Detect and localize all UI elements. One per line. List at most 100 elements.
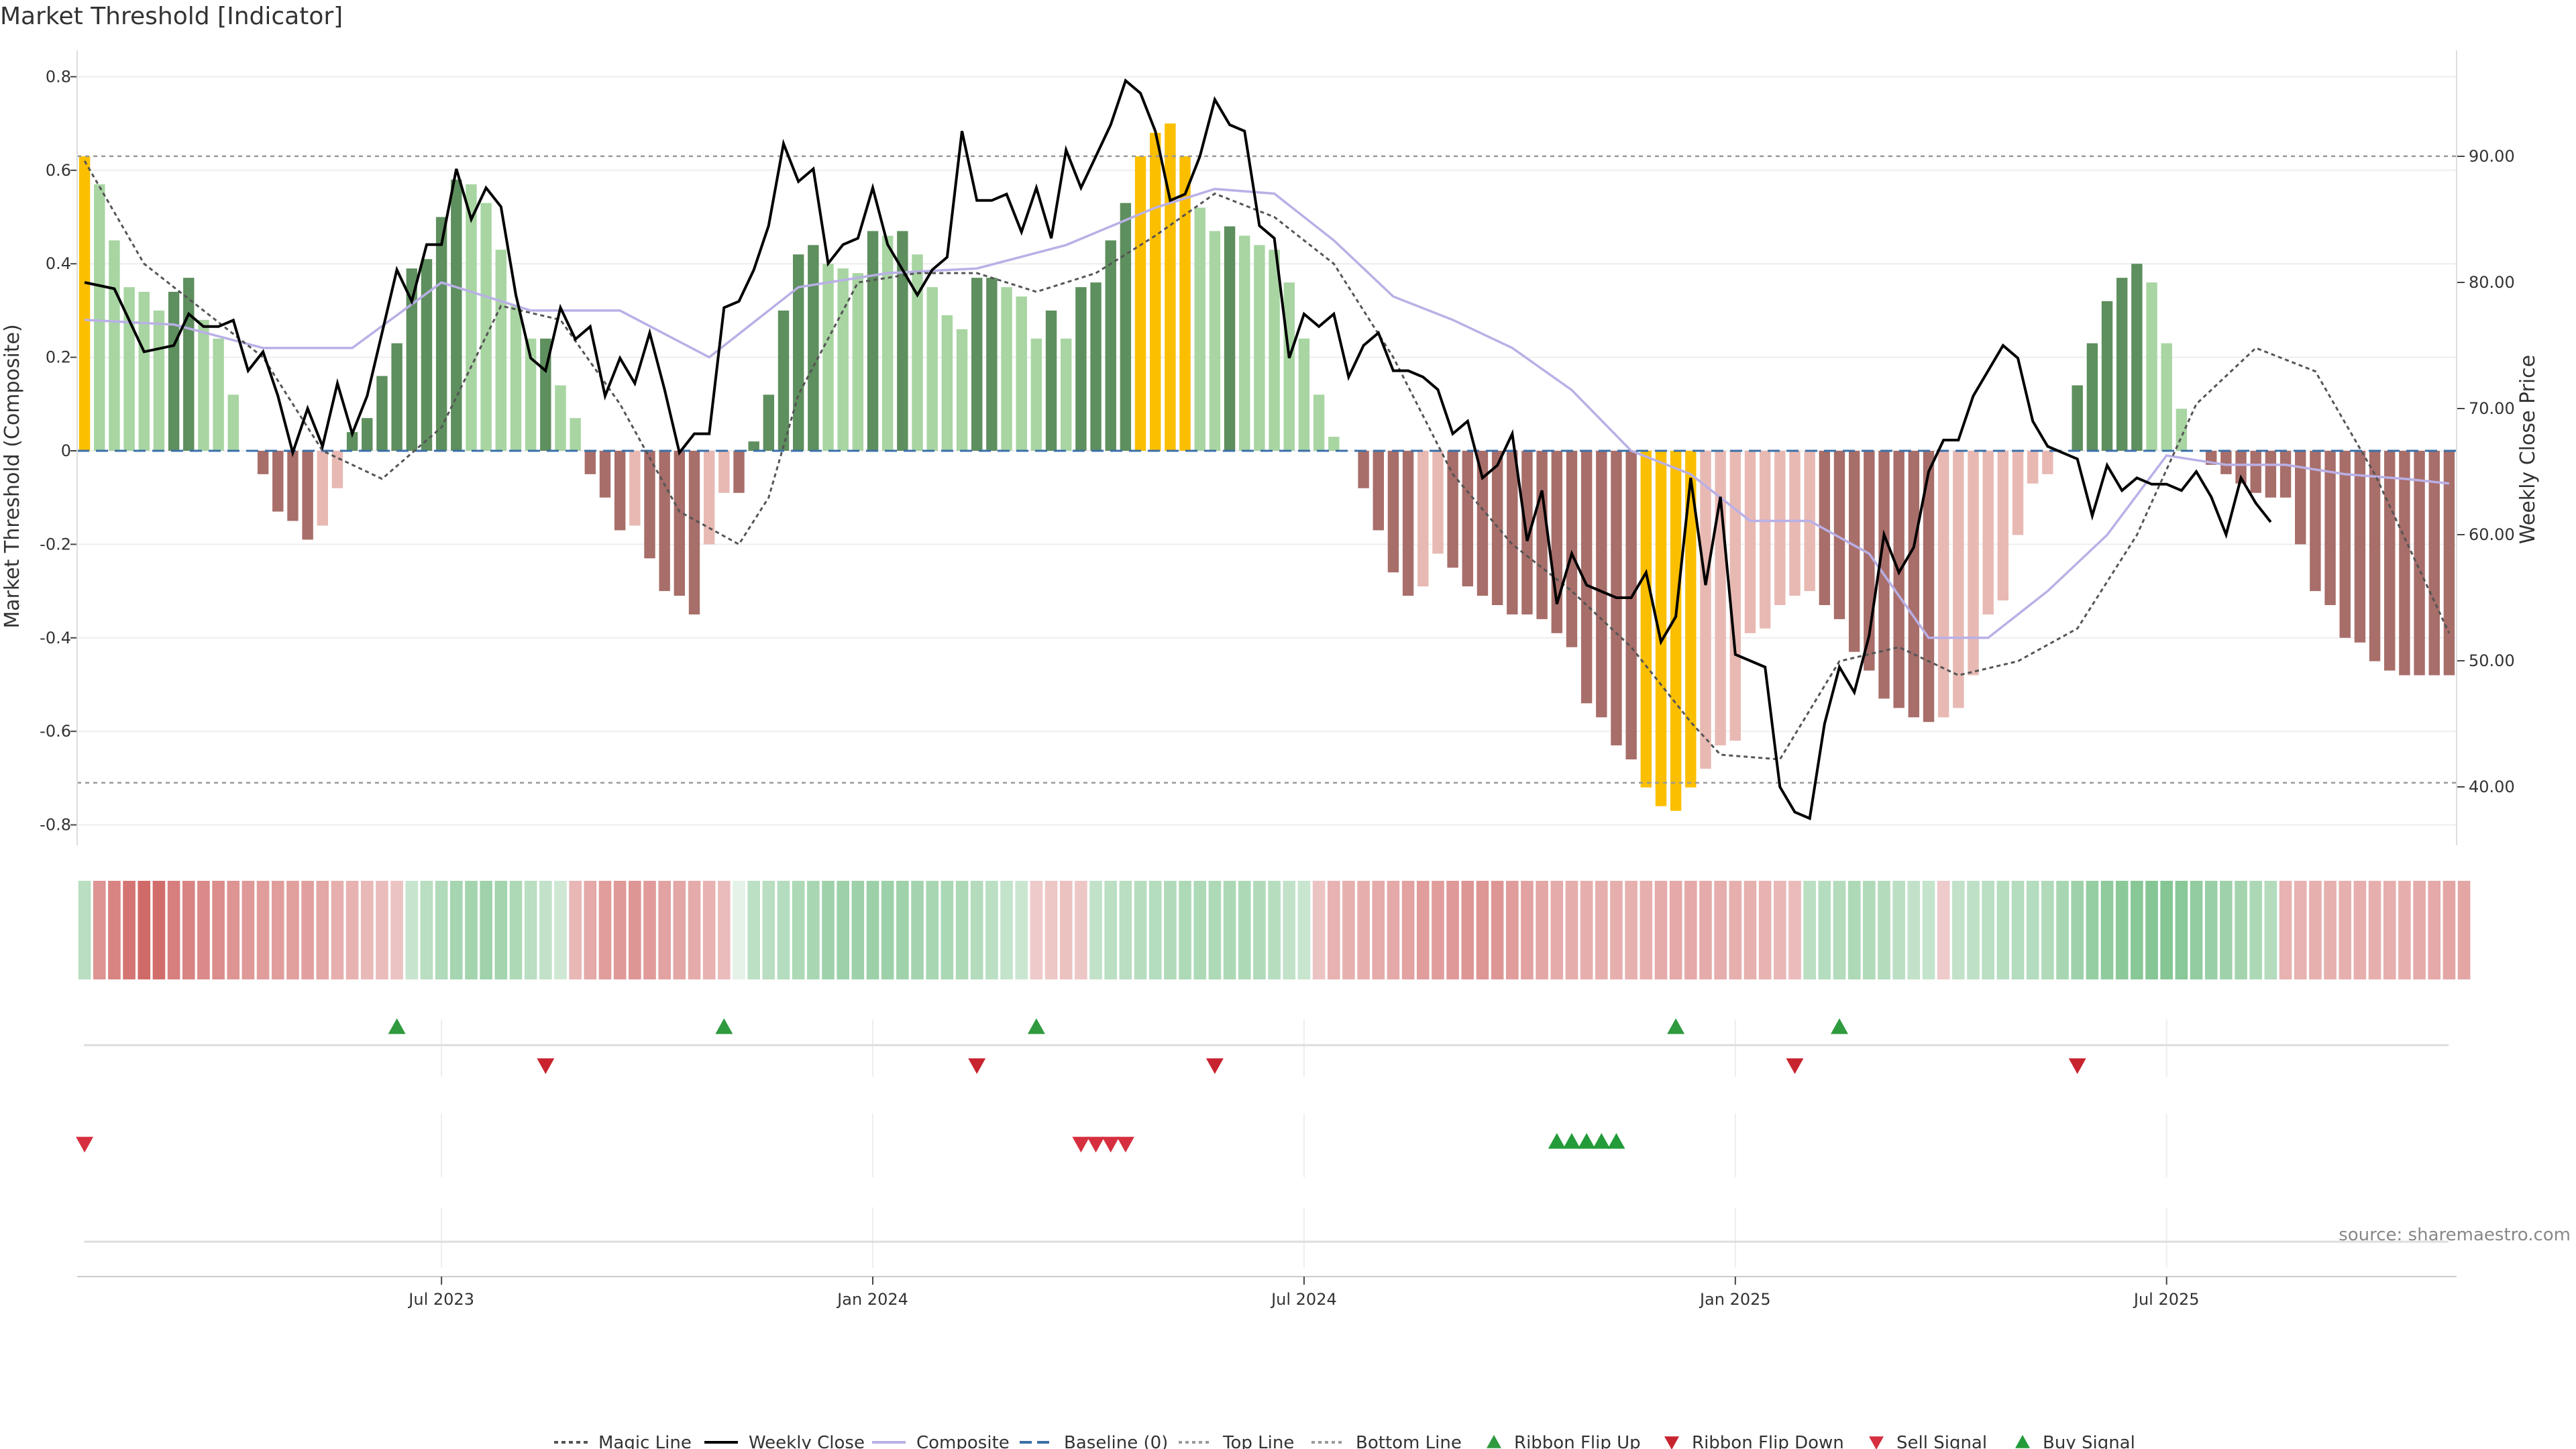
- bar: [2443, 451, 2455, 676]
- y-tick-left: -0.4: [40, 629, 71, 647]
- ribbon-cell: [301, 881, 314, 979]
- bar: [153, 310, 165, 451]
- y-axis-right-label: Weekly Close Price: [2516, 355, 2540, 544]
- ribbon-cell: [316, 881, 329, 979]
- legend-label: Bottom Line: [1356, 1433, 1462, 1449]
- ribbon-cell: [1714, 881, 1727, 979]
- bar: [2161, 343, 2172, 451]
- ribbon-cell: [1982, 881, 1994, 979]
- ribbon-cell: [1610, 881, 1623, 979]
- y-tick-left: 0.4: [46, 254, 71, 273]
- bar: [659, 451, 670, 592]
- ribbon-cell: [941, 881, 954, 979]
- ribbon-cell: [851, 881, 865, 979]
- bar: [1968, 451, 1979, 676]
- ribbon-cell: [1521, 881, 1534, 979]
- x-tick-label: Jul 2025: [2133, 1290, 2200, 1309]
- ribbon-cell: [1654, 881, 1668, 979]
- bar: [78, 156, 91, 451]
- ribbon-cell: [2398, 881, 2411, 979]
- bar: [1075, 287, 1087, 451]
- ribbon-cell: [1089, 881, 1102, 979]
- bar: [1566, 451, 1578, 647]
- bar: [346, 432, 358, 451]
- bar: [2310, 451, 2321, 592]
- ribbon-cell: [2115, 881, 2129, 979]
- bar: [302, 451, 313, 540]
- y-tick-left: -0.6: [40, 722, 71, 741]
- ribbon-cell: [435, 881, 448, 979]
- ribbon-flip-down-marker: [968, 1058, 986, 1074]
- bar: [926, 287, 938, 451]
- bar: [1551, 451, 1562, 633]
- ribbon-cell: [2279, 881, 2292, 979]
- ribbon-cell: [420, 881, 433, 979]
- ribbon-cell: [1996, 881, 2010, 979]
- ribbon-cell: [822, 881, 835, 979]
- ribbon-cell: [1847, 881, 1861, 979]
- bar: [2131, 264, 2143, 451]
- ribbon-cell: [2175, 881, 2188, 979]
- ribbon-cell: [2041, 881, 2054, 979]
- x-tick-label: Jan 2024: [836, 1290, 908, 1309]
- ribbon-flip-up-marker: [715, 1018, 733, 1034]
- ribbon-cell: [1669, 881, 1682, 979]
- buy-signal-marker: [1578, 1133, 1596, 1149]
- ribbon-cell: [1030, 881, 1043, 979]
- ribbon-cell: [1937, 881, 1950, 979]
- ribbon-cell: [1208, 881, 1222, 979]
- bar: [1848, 451, 1860, 652]
- sell-signal-marker: [1102, 1136, 1120, 1152]
- bar: [1045, 310, 1057, 451]
- bar: [1239, 235, 1250, 451]
- bar: [1016, 296, 1027, 451]
- ribbon-cell: [2026, 881, 2039, 979]
- legend-label: Sell Signal: [1896, 1433, 1987, 1449]
- buy-signal-marker: [1593, 1133, 1611, 1149]
- bar: [644, 451, 655, 559]
- bar: [584, 451, 596, 474]
- axis-ticks: 0.8 0.6 0.4 0.2 0 -0.2 -0.4 -0.6 -0.8 90.00 80.00 7…: [40, 50, 2515, 845]
- ribbon-cell: [1297, 881, 1311, 979]
- bar: [822, 264, 834, 451]
- ribbon-cell: [1044, 881, 1058, 979]
- bar: [1224, 226, 1236, 451]
- ribbon-cell: [747, 881, 760, 979]
- ribbon-cell: [1387, 881, 1400, 979]
- bar: [1373, 451, 1384, 531]
- ribbon-cell: [331, 881, 344, 979]
- y-tick-right: 60.00: [2469, 525, 2515, 544]
- bar: [1759, 451, 1771, 629]
- bar: [2072, 385, 2083, 451]
- bar: [272, 451, 284, 512]
- ribbon-cell: [970, 881, 983, 979]
- bar: [852, 273, 864, 451]
- ribbon-flip-up-marker: [1830, 1018, 1848, 1034]
- ribbon-cell: [108, 881, 121, 979]
- bar: [1313, 394, 1325, 451]
- ribbon-cell: [2383, 881, 2396, 979]
- ribbon-cell: [1550, 881, 1564, 979]
- legend-label: Weekly Close: [749, 1433, 865, 1449]
- bar: [941, 315, 953, 451]
- ribbon-cell: [1922, 881, 1935, 979]
- ribbon-cell: [2353, 881, 2367, 979]
- ribbon-cell: [1461, 881, 1474, 979]
- bar: [1982, 451, 1994, 614]
- ribbon-cell: [465, 881, 478, 979]
- bar: [1640, 451, 1652, 788]
- bar: [837, 268, 849, 451]
- bar: [1491, 451, 1503, 606]
- bar: [1997, 451, 2009, 601]
- ribbon-flip-down-marker: [1205, 1058, 1224, 1074]
- bar: [2116, 278, 2128, 451]
- bar: [629, 451, 641, 526]
- bar: [1269, 250, 1280, 451]
- ribbon-cell: [762, 881, 775, 979]
- ribbon-cell: [2011, 881, 2025, 979]
- ribbon-cell: [1193, 881, 1207, 979]
- bar: [213, 338, 224, 451]
- bar: [2369, 451, 2381, 661]
- bar: [2324, 451, 2336, 606]
